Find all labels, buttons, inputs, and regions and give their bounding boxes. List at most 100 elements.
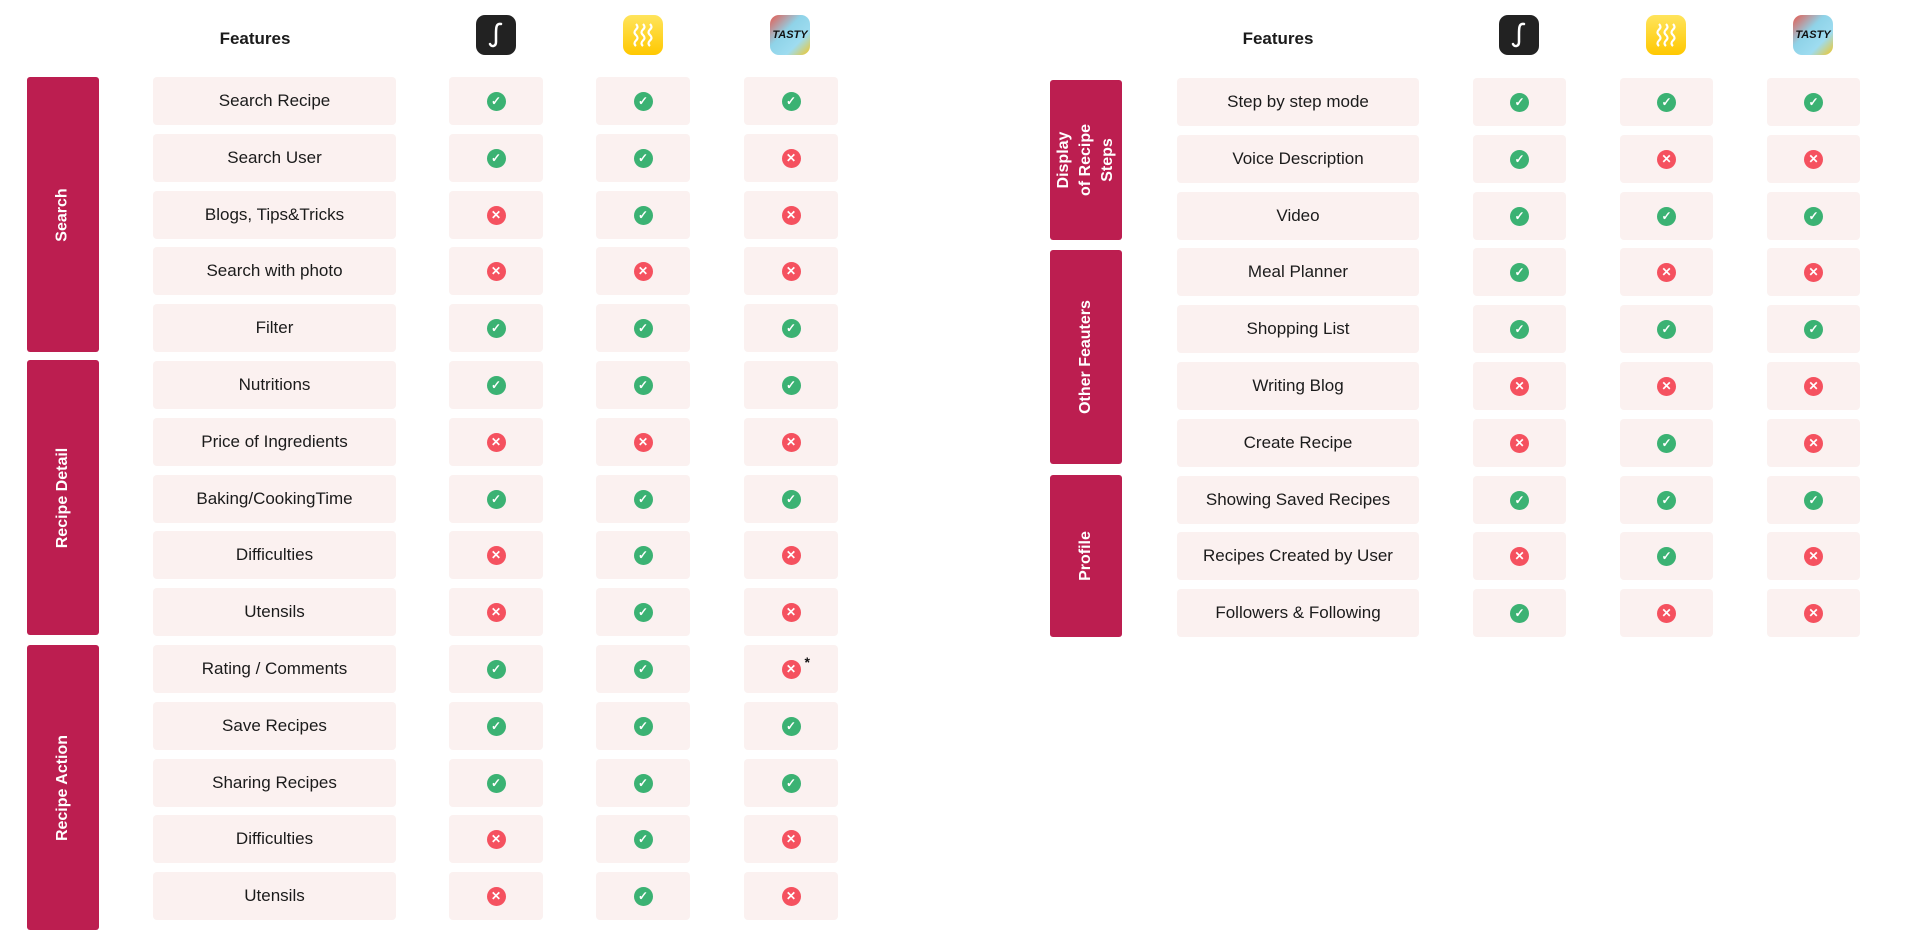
cross-icon: ✕: [633, 432, 653, 452]
cross-icon: ✕: [486, 602, 506, 622]
support-cell: ✓: [744, 759, 838, 807]
feature-label: Rating / Comments: [201, 659, 348, 678]
support-cell: ✕: [744, 588, 838, 636]
check-icon: ✓: [486, 318, 506, 338]
check-icon: ✓: [633, 205, 653, 225]
feature-cell: Filter: [153, 304, 396, 352]
cross-icon: ✕: [1804, 376, 1823, 396]
cross-icon: ✕: [486, 261, 506, 281]
feature-cell: Difficulties: [153, 531, 396, 579]
cross-icon: ✕: [781, 205, 801, 225]
check-icon: ✓: [486, 148, 506, 168]
support-cell: ✕: [1473, 532, 1566, 580]
support-cell: ✕: [1767, 248, 1860, 296]
support-cell: ✕: [596, 247, 690, 295]
support-cell: ✓: [449, 645, 543, 693]
cross-icon: ✕: [1657, 376, 1676, 396]
check-icon: ✓: [1804, 92, 1823, 112]
cross-icon: ✕: [486, 886, 506, 906]
support-cell: ✕: [1473, 362, 1566, 410]
cross-icon: ✕: [486, 432, 506, 452]
support-cell: ✓: [449, 361, 543, 409]
feature-cell: Difficulties: [153, 815, 396, 863]
feature-cell: Followers & Following: [1177, 589, 1419, 637]
check-icon: ✓: [486, 716, 506, 736]
check-icon: ✓: [1804, 319, 1823, 339]
features-header: Features: [1242, 29, 1314, 48]
support-cell: ✕: [1767, 362, 1860, 410]
cross-icon: ✕: [781, 829, 801, 849]
cross-icon: ✕: [1657, 149, 1676, 169]
support-cell: ✕: [449, 418, 543, 466]
feature-cell: Shopping List: [1177, 305, 1419, 353]
check-icon: ✓: [486, 489, 506, 509]
check-icon: ✓: [1657, 319, 1676, 339]
support-cell: ✓: [596, 304, 690, 352]
support-cell: ✓: [1620, 192, 1713, 240]
support-cell: ✕: [1767, 589, 1860, 637]
support-cell: ✓: [1473, 476, 1566, 524]
feature-label: Search with photo: [206, 261, 343, 280]
feature-label: Create Recipe: [1243, 433, 1353, 452]
feature-label: Save Recipes: [222, 716, 327, 735]
check-icon: ✓: [1510, 262, 1529, 282]
check-icon: ✓: [633, 545, 653, 565]
cross-icon: ✕: [1510, 376, 1529, 396]
feature-label: Difficulties: [235, 545, 314, 564]
feature-label: Video: [1276, 206, 1320, 225]
check-icon: ✓: [633, 773, 653, 793]
tasty-logo-text: TASTY: [772, 29, 808, 41]
feature-label: Price of Ingredients: [201, 432, 348, 451]
support-cell: ✓: [1620, 419, 1713, 467]
check-icon: ✓: [1804, 490, 1823, 510]
support-cell: ✓: [449, 475, 543, 523]
check-icon: ✓: [1657, 206, 1676, 226]
feature-label: Filter: [255, 318, 294, 337]
feature-cell: Recipes Created by User: [1177, 532, 1419, 580]
support-cell: ✓: [744, 361, 838, 409]
check-icon: ✓: [633, 829, 653, 849]
category-display-of-recipe-steps: Display of Recipe Steps: [1050, 80, 1122, 240]
feature-label: Sharing Recipes: [212, 773, 337, 792]
cross-icon: ✕: [1657, 603, 1676, 623]
category-recipe-action: Recipe Action: [27, 645, 99, 930]
check-icon: ✓: [486, 375, 506, 395]
category-label: Other Feauters: [1077, 300, 1094, 414]
feature-cell: Showing Saved Recipes: [1177, 476, 1419, 524]
check-icon: ✓: [1804, 206, 1823, 226]
feature-cell: Rating / Comments: [153, 645, 396, 693]
support-cell: ✓: [596, 872, 690, 920]
footnote-asterisk: *: [804, 653, 810, 670]
support-cell: ✓: [1767, 305, 1860, 353]
feature-cell: Voice Description: [1177, 135, 1419, 183]
check-icon: ✓: [633, 148, 653, 168]
feature-label: Showing Saved Recipes: [1205, 490, 1391, 509]
waves-icon: [1646, 15, 1686, 55]
support-cell: ✕: [596, 418, 690, 466]
check-icon: ✓: [633, 489, 653, 509]
check-icon: ✓: [1510, 490, 1529, 510]
cross-icon: ✕: [486, 545, 506, 565]
support-cell: ✓: [1767, 192, 1860, 240]
support-cell: ✓: [596, 531, 690, 579]
check-icon: ✓: [633, 886, 653, 906]
support-cell: ✓: [1620, 305, 1713, 353]
support-cell: ✓: [596, 134, 690, 182]
feature-label: Meal Planner: [1247, 262, 1349, 281]
cross-icon: ✕: [1804, 262, 1823, 282]
feature-label: Writing Blog: [1252, 376, 1344, 395]
support-cell: ✓: [1767, 78, 1860, 126]
feature-cell: Utensils: [153, 588, 396, 636]
support-cell: ✕: [744, 134, 838, 182]
category-label: Recipe Action: [54, 734, 71, 841]
cross-icon: ✕: [1657, 262, 1676, 282]
support-cell: ✓: [744, 475, 838, 523]
feature-label: Shopping List: [1246, 319, 1350, 338]
support-cell: ✕: [1620, 135, 1713, 183]
cross-icon: ✕: [1804, 433, 1823, 453]
support-cell: ✓: [1620, 476, 1713, 524]
support-cell: ✓: [1620, 78, 1713, 126]
cross-icon: ✕ *: [781, 654, 810, 679]
check-icon: ✓: [781, 716, 801, 736]
feature-label: Search Recipe: [218, 91, 331, 110]
